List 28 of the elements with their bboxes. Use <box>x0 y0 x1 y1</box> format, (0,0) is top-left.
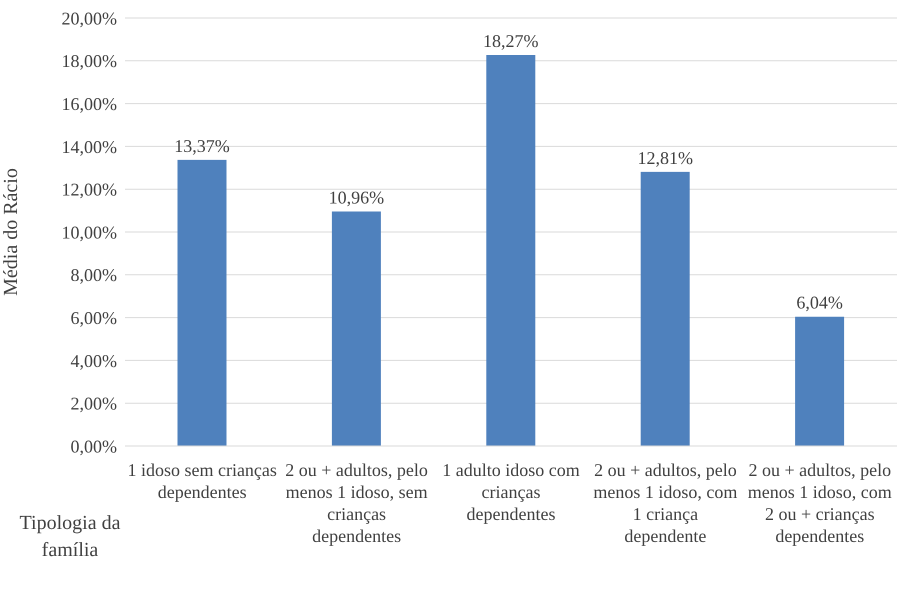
y-tick-label: 20,00% <box>62 8 117 28</box>
x-tick-label: 1 adulto idoso com crianças dependentes <box>442 460 580 524</box>
x-tick-label: 2 ou + adultos, pelo menos 1 idoso, com 2 ou + crianças dependentes <box>748 460 892 546</box>
y-axis-title: Média do Rácio <box>0 168 22 296</box>
y-tick-label: 8,00% <box>70 265 117 286</box>
y-tick-label: 0,00% <box>70 436 117 456</box>
data-label: 13,37% <box>174 136 230 156</box>
y-tick-label: 14,00% <box>62 136 117 157</box>
y-tick-label: 4,00% <box>70 350 117 371</box>
x-axis-title: Tipologia da família <box>18 511 122 563</box>
bar <box>177 160 226 446</box>
bar <box>795 316 844 446</box>
data-label: 18,27% <box>483 31 539 52</box>
data-label: 10,96% <box>328 187 384 208</box>
x-tick-label: 2 ou + adultos, pelo menos 1 idoso, sem crianças dependentes <box>285 460 428 546</box>
y-tick-label: 6,00% <box>70 308 117 328</box>
x-tick-label: 2 ou + adultos, pelo menos 1 idoso, com 1 criança dependente <box>593 460 738 546</box>
y-tick-label: 18,00% <box>62 51 117 72</box>
y-tick-label: 16,00% <box>62 94 117 114</box>
bar <box>640 172 690 446</box>
bar <box>486 55 536 446</box>
y-tick-label: 12,00% <box>62 180 117 200</box>
y-tick-label: 2,00% <box>70 394 117 414</box>
x-tick-label: 1 idoso sem crianças dependentes <box>127 460 277 502</box>
bar <box>332 211 381 446</box>
data-label: 6,04% <box>796 292 843 313</box>
y-tick-label: 10,00% <box>62 222 117 242</box>
data-label: 12,81% <box>637 148 693 168</box>
